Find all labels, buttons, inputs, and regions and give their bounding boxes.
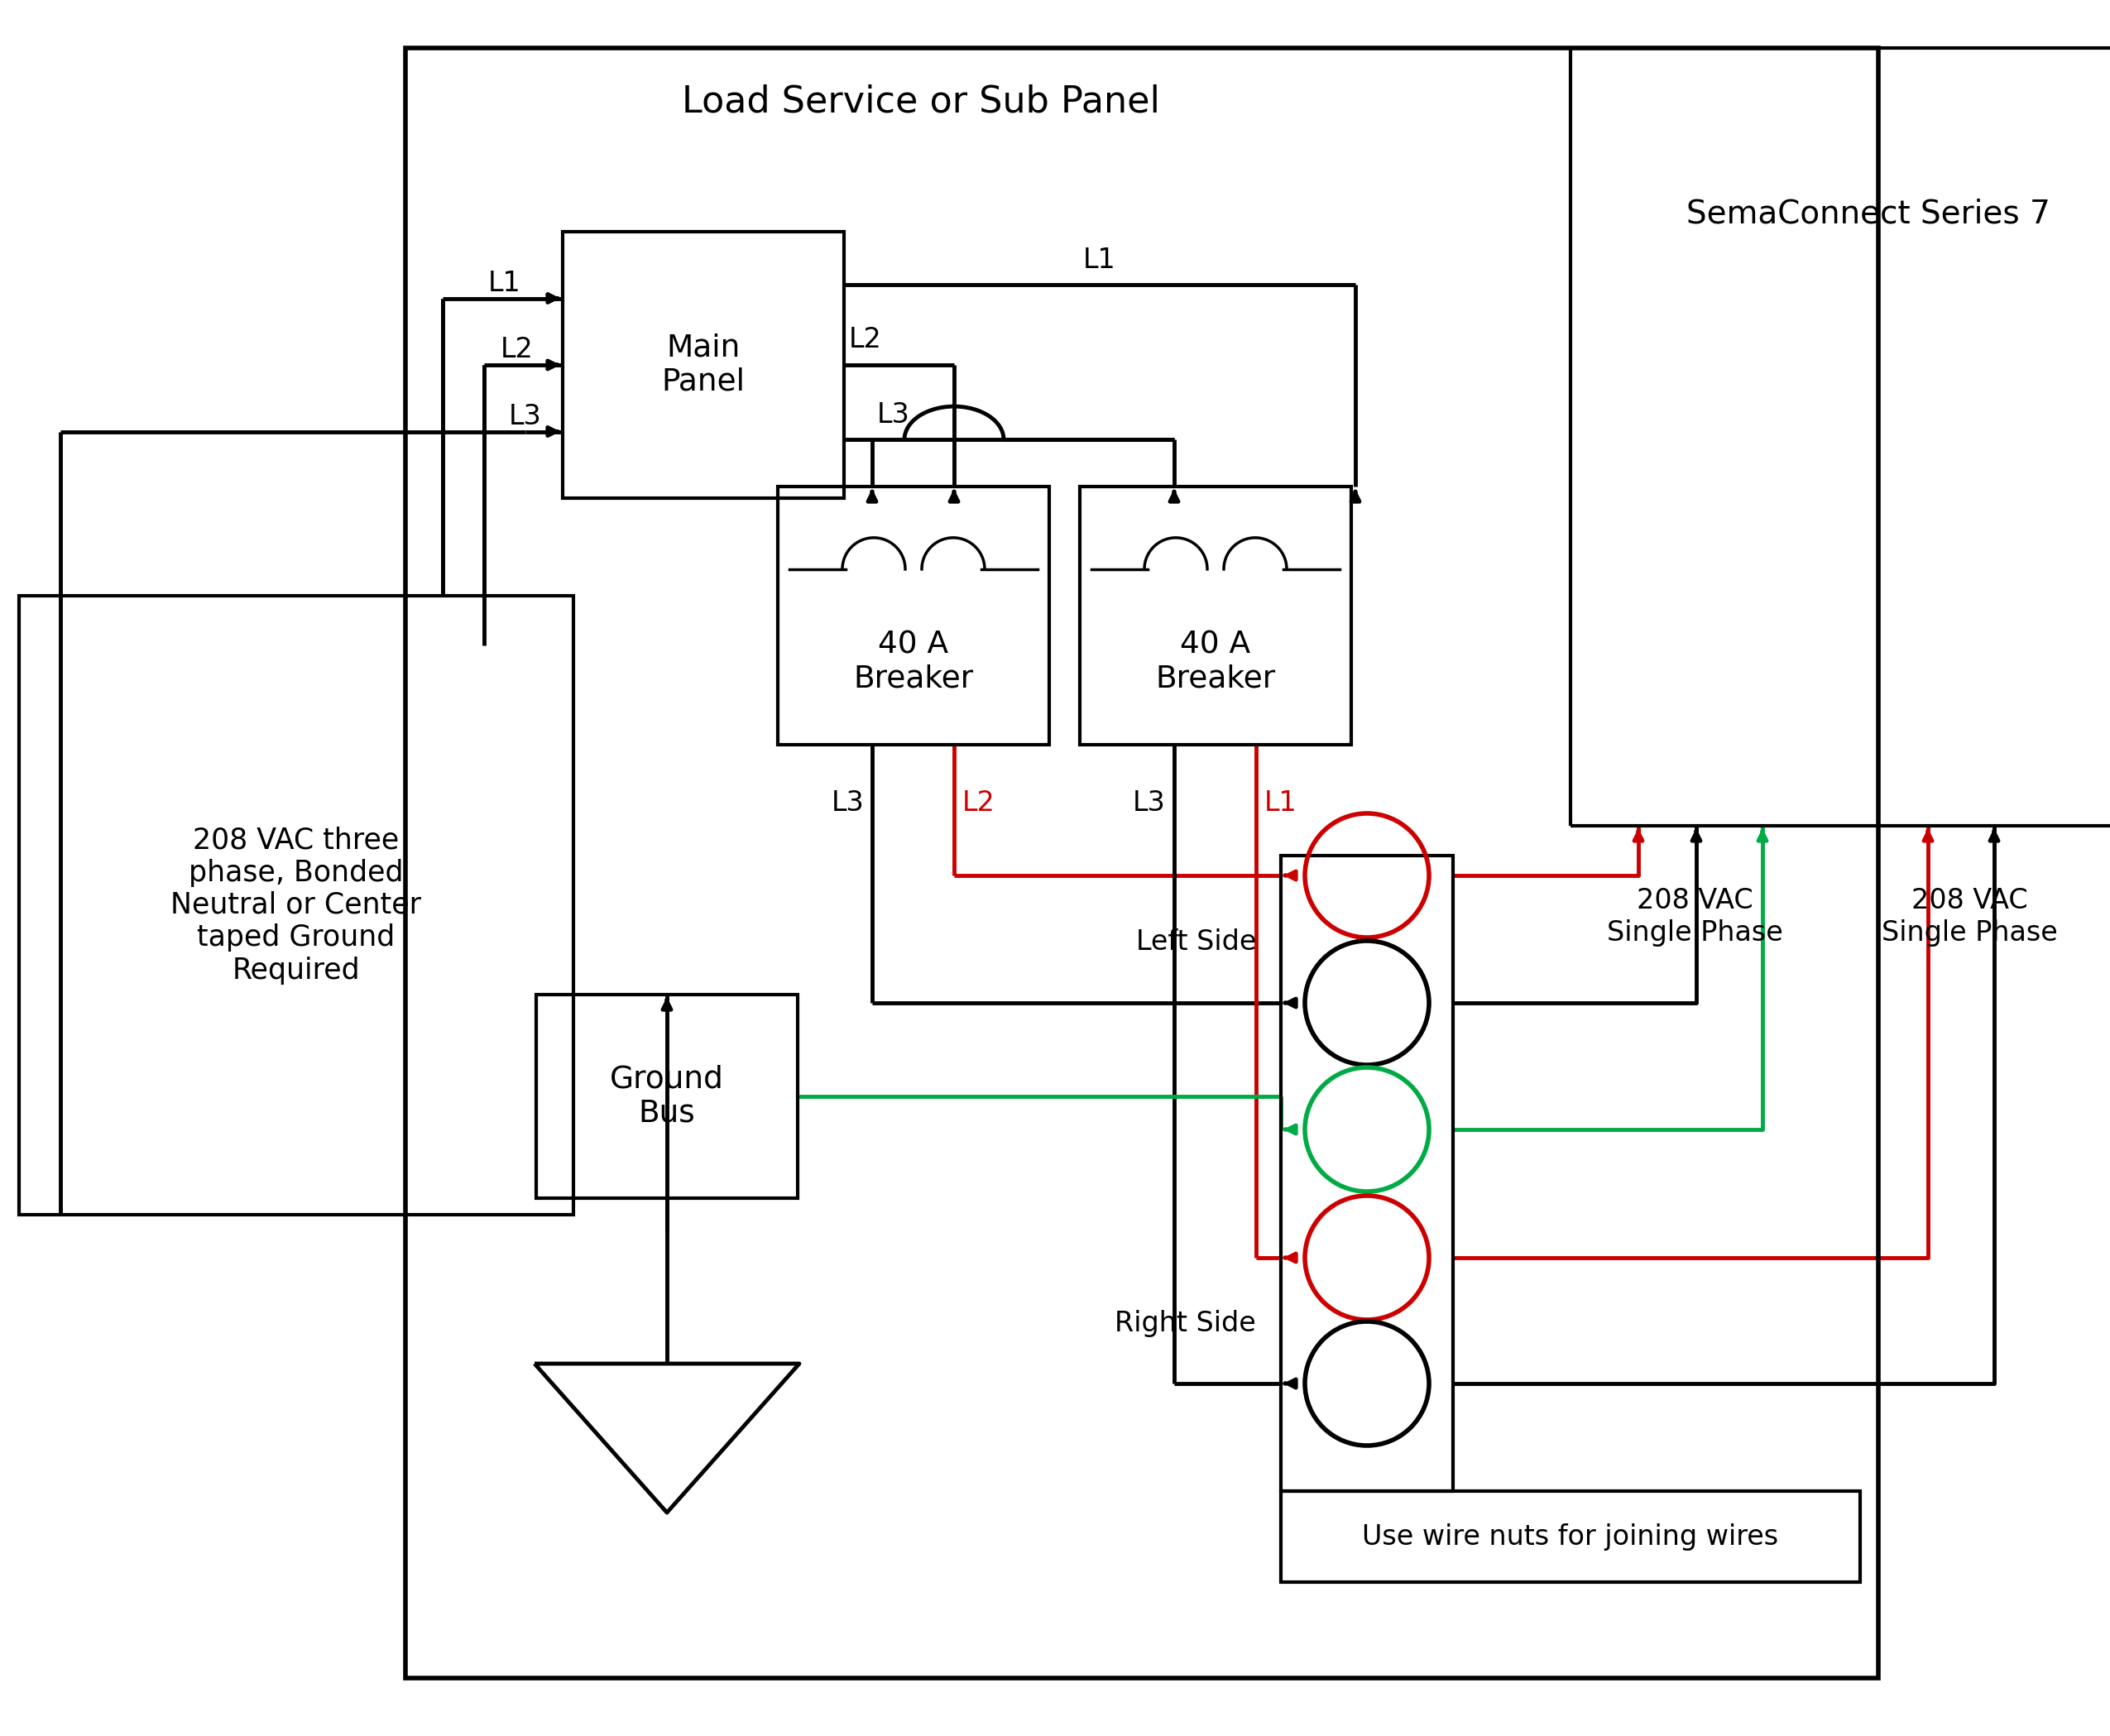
Text: L2: L2 [500, 337, 534, 363]
Text: Load Service or Sub Panel: Load Service or Sub Panel [682, 83, 1160, 120]
Text: 208 VAC
Single Phase: 208 VAC Single Phase [1882, 887, 2057, 946]
Text: 208 VAC three
phase, Bonded
Neutral or Center
taped Ground
Required: 208 VAC three phase, Bonded Neutral or C… [171, 826, 422, 984]
Text: Right Side: Right Side [1114, 1311, 1255, 1337]
Text: L3: L3 [878, 401, 909, 429]
Bar [1080, 486, 1350, 745]
Text: 208 VAC
Single Phase: 208 VAC Single Phase [1606, 887, 1783, 946]
Bar [1281, 1491, 1861, 1581]
Text: 40 A
Breaker: 40 A Breaker [1156, 630, 1277, 694]
Bar [1281, 856, 1454, 1491]
Text: Use wire nuts for joining wires: Use wire nuts for joining wires [1363, 1522, 1779, 1550]
Bar [405, 49, 1878, 1679]
Text: L2: L2 [848, 326, 882, 354]
Text: L2: L2 [962, 788, 996, 816]
Text: L3: L3 [831, 788, 863, 816]
Text: L3: L3 [509, 403, 542, 431]
Text: L3: L3 [1133, 788, 1167, 816]
Text: SemaConnect Series 7: SemaConnect Series 7 [1686, 198, 2051, 229]
Text: Ground
Bus: Ground Bus [610, 1064, 724, 1128]
Bar [19, 595, 574, 1215]
Text: Main
Panel: Main Panel [663, 333, 745, 398]
Text: L1: L1 [487, 269, 521, 297]
Text: L1: L1 [1264, 788, 1298, 816]
Bar [536, 995, 798, 1198]
Bar [779, 486, 1049, 745]
Text: 40 A
Breaker: 40 A Breaker [852, 630, 973, 694]
Text: L1: L1 [1082, 247, 1116, 274]
Text: Left Side: Left Side [1135, 929, 1255, 955]
Bar [563, 231, 844, 498]
Bar [1570, 49, 2110, 826]
